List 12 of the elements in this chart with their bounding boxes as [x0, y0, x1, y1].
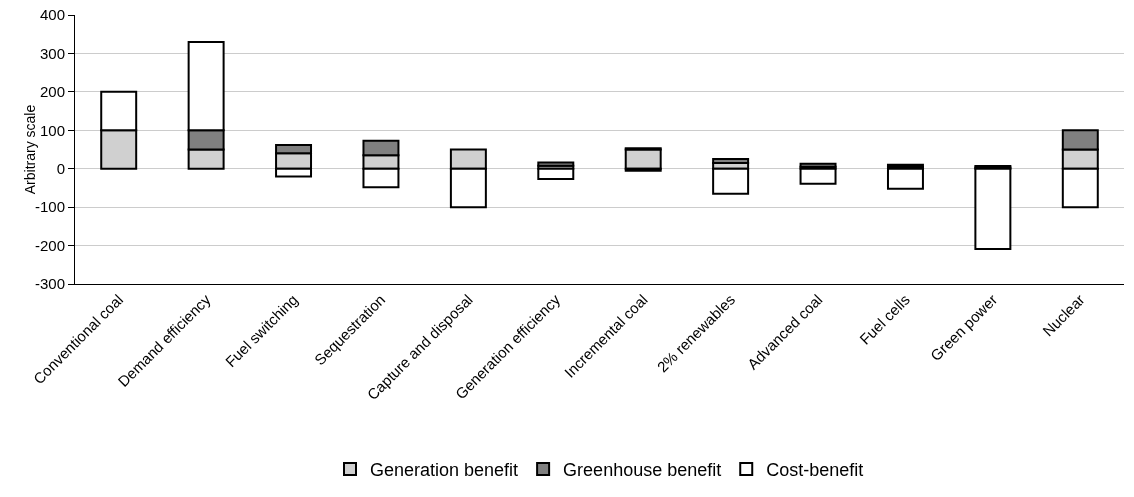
y-tick-label: -300	[34, 275, 65, 293]
y-tick-label: 200	[39, 83, 65, 101]
y-tick-label: -200	[34, 236, 65, 254]
y-tick-label: 300	[39, 44, 65, 62]
y-tick-label: -100	[34, 198, 65, 216]
y-tick-label: 400	[39, 6, 65, 24]
legend-label: Cost-benefit	[766, 460, 864, 480]
y-tick-label: 100	[39, 121, 65, 139]
y-axis-title: Arbitrary scale	[21, 104, 38, 195]
legend-label: Generation benefit	[370, 460, 519, 480]
y-tick-label: 0	[56, 159, 65, 177]
legend-label: Greenhouse benefit	[563, 460, 722, 480]
